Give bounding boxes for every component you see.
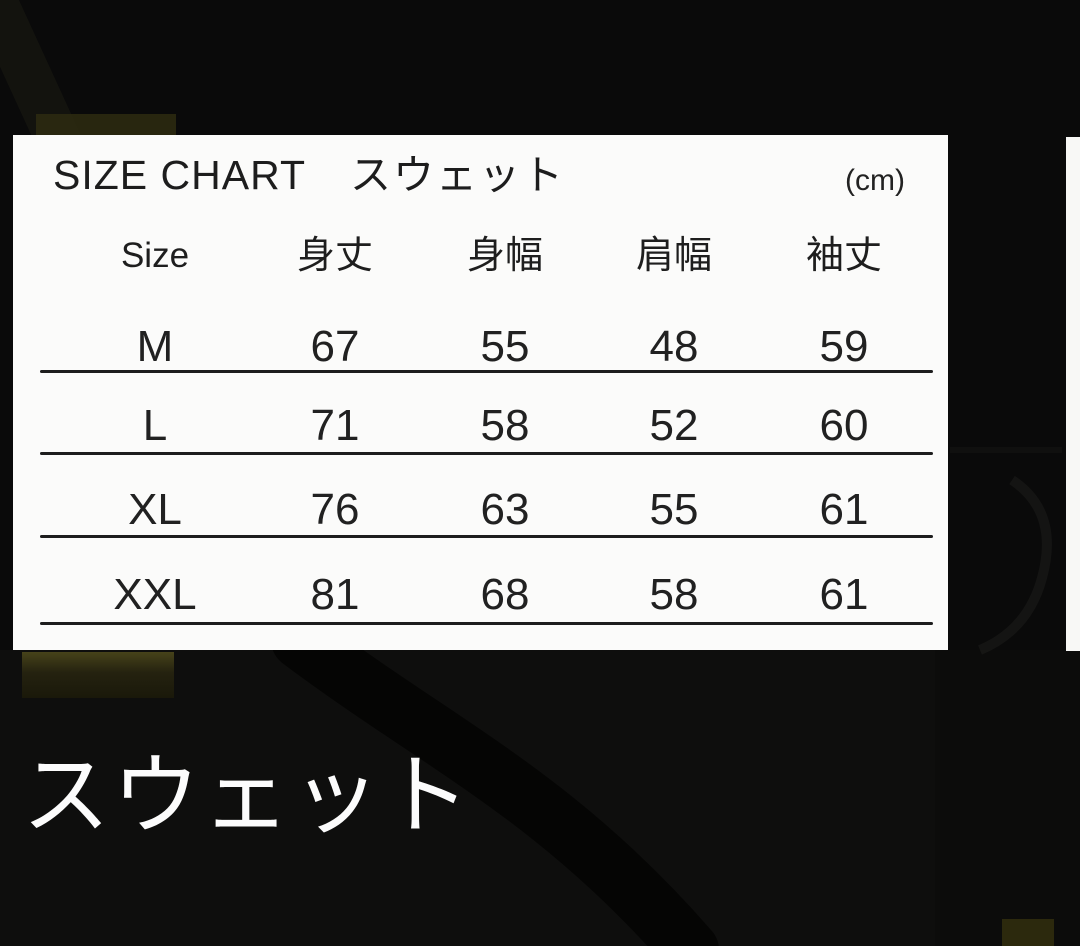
measure-cell: 55 — [480, 322, 530, 371]
header-cell-size: Size — [120, 236, 190, 275]
size-cell: XXL — [113, 570, 197, 619]
measure-cell: 52 — [649, 401, 699, 450]
measure-cell: 68 — [480, 570, 530, 619]
header-cell-body-width: 身幅 — [466, 235, 543, 277]
measure-cell: 76 — [310, 485, 360, 534]
measure-cell: 81 — [310, 570, 360, 619]
row-divider — [40, 535, 933, 538]
measure-cell: 59 — [819, 322, 869, 371]
measure-cell: 71 — [310, 401, 360, 450]
bg-olive-patch-mid — [22, 652, 174, 698]
table-row-l: L 71 58 52 60 — [13, 404, 948, 448]
measure-cell: 61 — [819, 485, 869, 534]
chart-title-product: スウェット — [350, 152, 565, 198]
adjacent-card-edge — [1066, 137, 1080, 651]
size-cell: L — [142, 401, 168, 450]
table-row-xl: XL 76 63 55 61 — [13, 488, 948, 532]
bg-olive-patch-top — [36, 114, 176, 137]
size-cell: XL — [128, 485, 182, 534]
chart-title-text: SIZE CHART — [53, 152, 306, 198]
measure-cell: 67 — [310, 322, 360, 371]
measure-cell: 58 — [480, 401, 530, 450]
size-chart-card: SIZE CHART スウェット (cm) Size 身丈 身幅 肩幅 袖丈 M … — [13, 135, 948, 650]
measure-cell: 58 — [649, 570, 699, 619]
row-divider — [40, 452, 933, 455]
measure-cell: 61 — [819, 570, 869, 619]
header-cell-shoulder-width: 肩幅 — [635, 235, 712, 277]
header-cell-body-length: 身丈 — [296, 235, 373, 277]
table-row-xxl: XXL 81 68 58 61 — [13, 573, 948, 617]
row-divider — [40, 370, 933, 373]
measure-cell: 48 — [649, 322, 699, 371]
row-divider — [40, 622, 933, 625]
bg-panel-right — [935, 650, 1080, 946]
measure-cell: 63 — [480, 485, 530, 534]
measure-cell: 55 — [649, 485, 699, 534]
unit-label: (cm) — [845, 164, 905, 197]
table-header-row: Size 身丈 身幅 肩幅 袖丈 — [13, 236, 948, 276]
product-caption: スウェット — [22, 746, 473, 845]
chart-title: SIZE CHART スウェット — [53, 153, 565, 197]
table-row-m: M 67 55 48 59 — [13, 325, 948, 369]
measure-cell: 60 — [819, 401, 869, 450]
bg-olive-patch-bottom-right — [1002, 919, 1054, 946]
size-cell: M — [136, 322, 174, 371]
header-cell-sleeve-length: 袖丈 — [805, 235, 882, 277]
